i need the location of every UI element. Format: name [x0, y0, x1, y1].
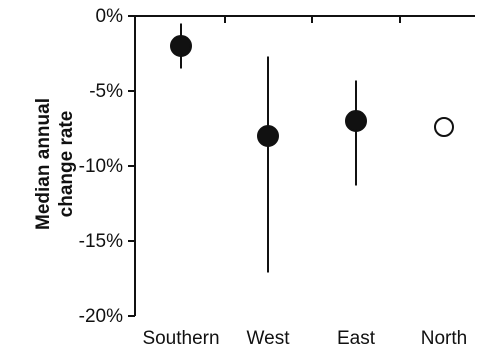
data-point: [170, 35, 192, 57]
y-axis-title-line-2: change rate: [56, 111, 77, 218]
y-ticks: 0% -5% -10% -15% -20%: [79, 6, 135, 327]
x-tick-label: East: [337, 328, 376, 349]
x-tick-label: North: [421, 328, 467, 349]
x-tick-label: Southern: [142, 328, 219, 349]
markers: [170, 35, 454, 147]
y-axis-title-line-1: Median annual: [33, 98, 54, 230]
y-tick-label: 0%: [96, 6, 124, 27]
axes: [134, 15, 475, 316]
y-axis-title: Median annual change rate: [33, 98, 77, 230]
x-tick-label: West: [247, 328, 291, 349]
y-tick-label: -5%: [89, 81, 123, 102]
data-point: [345, 110, 367, 132]
x-ticks: Southern West East North: [142, 16, 467, 349]
y-tick-label: -20%: [79, 306, 123, 327]
data-point: [257, 125, 279, 147]
y-tick-label: -15%: [79, 231, 123, 252]
error-bars: [180, 23, 357, 273]
data-point: [434, 117, 454, 137]
y-tick-label: -10%: [79, 156, 123, 177]
